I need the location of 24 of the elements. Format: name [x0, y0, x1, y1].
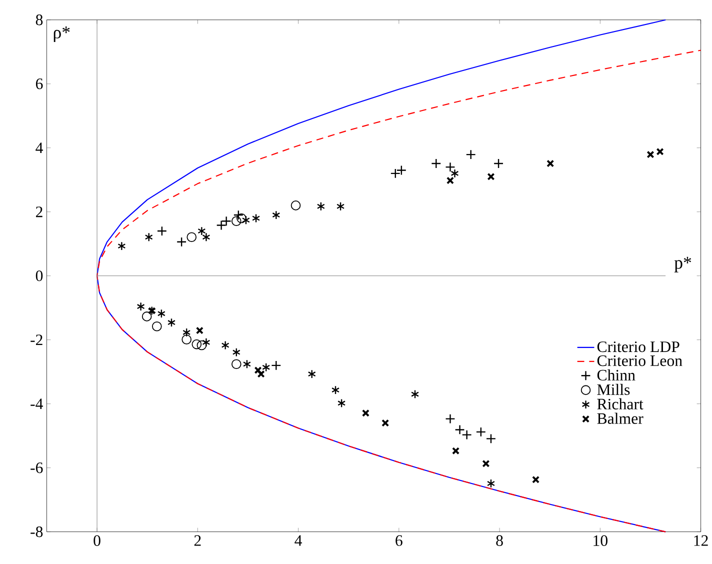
x-tick-label: 0	[94, 535, 100, 546]
legend-label: Criterio Leon	[597, 356, 682, 366]
legend-label: Criterio LDP	[597, 342, 680, 352]
y-axis-title: ρ*	[54, 26, 70, 42]
y-tick-label: 8	[36, 14, 43, 26]
x-tick-label: 10	[594, 535, 608, 546]
x-tick-label: 8	[496, 535, 503, 546]
legend-label: Chinn	[597, 370, 636, 381]
legend-label: Richart	[597, 398, 644, 410]
y-tick-label: -6	[30, 462, 43, 474]
y-tick-label: 2	[36, 206, 42, 218]
y-tick-label: 0	[36, 270, 43, 282]
x-axis-title: p*	[674, 257, 692, 273]
y-tick-label: 6	[36, 78, 43, 90]
legend-label: Balmer	[597, 412, 644, 424]
y-tick-label: 4	[36, 142, 43, 154]
y-tick-label: -2	[30, 334, 42, 346]
x-tick-label: 4	[294, 535, 302, 546]
x-tick-label: 12	[694, 535, 708, 546]
legend-label: Mills	[597, 384, 630, 396]
x-tick-label: 6	[396, 535, 402, 546]
x-tick-label: 2	[194, 535, 201, 546]
y-tick-label: -4	[30, 398, 43, 410]
y-tick-label: -8	[30, 526, 43, 538]
